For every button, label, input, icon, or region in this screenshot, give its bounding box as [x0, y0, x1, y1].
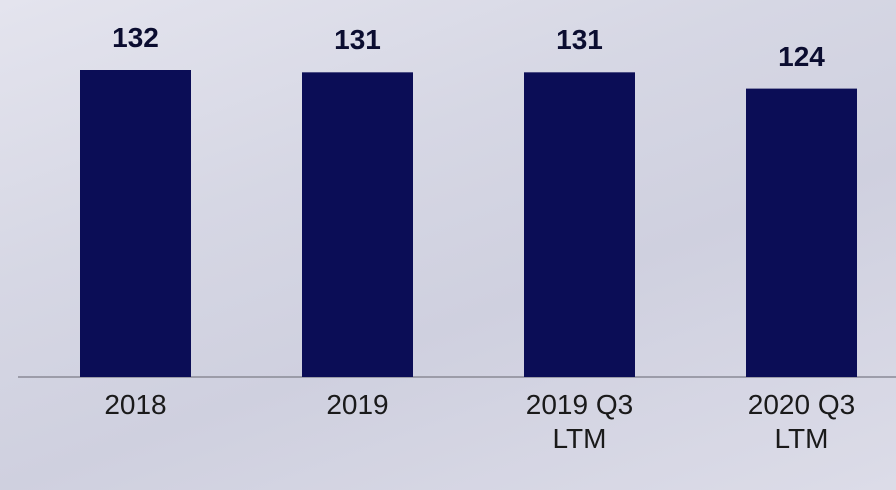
x-tick-label: 2020 Q3 LTM [747, 389, 856, 454]
x-tick-label: 2019 Q3 LTM [525, 389, 634, 454]
x-tick-label: 2019 [326, 389, 389, 420]
value-label: 131 [556, 24, 603, 56]
value-label: 131 [334, 24, 381, 56]
value-label: 124 [778, 40, 825, 72]
bar [524, 72, 635, 378]
bar [302, 72, 413, 378]
x-tick-label: 2018 [104, 389, 167, 420]
bar [746, 88, 857, 377]
bar [80, 70, 191, 377]
value-label: 132 [112, 22, 159, 53]
